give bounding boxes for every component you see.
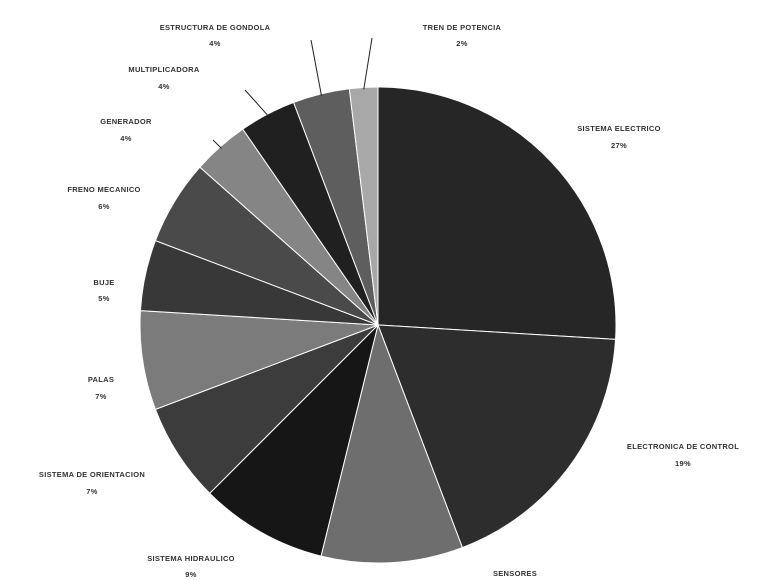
slice-label-freno-mecanico: FRENO MECANICO 6% bbox=[67, 185, 140, 211]
slice-label-sistema-hidraulico: SISTEMA HIDRAULICO 9% bbox=[147, 554, 235, 579]
slice-pct-text: 4% bbox=[209, 39, 220, 48]
slice-label-text: ESTRUCTURA DE GONDOLA bbox=[160, 23, 271, 32]
slice-pct-text: 7% bbox=[86, 487, 97, 496]
leader-lines bbox=[212, 37, 373, 149]
slice-label-estructura-de-gondola: ESTRUCTURA DE GONDOLA 4% bbox=[160, 23, 271, 48]
leader-line bbox=[363, 37, 373, 90]
pie-slice-sistema-electrico bbox=[377, 86, 617, 340]
leader-line bbox=[310, 39, 323, 96]
slice-pct-text: 19% bbox=[675, 459, 691, 468]
slice-label-sensores: SENSORES bbox=[493, 569, 537, 578]
slice-label-electronica-de-control: ELECTRONICA DE CONTROL 19% bbox=[627, 442, 739, 468]
slice-pct-text: 7% bbox=[95, 392, 106, 401]
slice-label-generador: GENERADOR 4% bbox=[100, 117, 152, 143]
slice-pct-text: 2% bbox=[456, 39, 467, 48]
slice-label-sistema-electrico: SISTEMA ELECTRICO 27% bbox=[577, 124, 661, 150]
slice-label-text: SISTEMA HIDRAULICO bbox=[147, 554, 235, 563]
slice-label-tren-de-potencia: TREN DE POTENCIA 2% bbox=[423, 23, 502, 48]
slice-label-buje: BUJE 5% bbox=[93, 278, 114, 303]
slice-label-text: PALAS bbox=[88, 375, 114, 384]
slice-label-text: TREN DE POTENCIA bbox=[423, 23, 502, 32]
slice-label-multiplicadora: MULTIPLICADORA 4% bbox=[128, 65, 199, 91]
slice-label-text: SISTEMA DE ORIENTACION bbox=[39, 470, 145, 479]
slice-label-palas: PALAS 7% bbox=[88, 375, 114, 401]
slice-pct-text: 9% bbox=[185, 570, 196, 579]
slice-label-sistema-de-orientacion: SISTEMA DE ORIENTACION 7% bbox=[39, 470, 145, 496]
slice-label-text: SISTEMA ELECTRICO bbox=[577, 124, 661, 133]
slice-label-text: MULTIPLICADORA bbox=[128, 65, 199, 74]
pie-slice-sensores bbox=[320, 323, 464, 564]
slice-pct-text: 5% bbox=[98, 294, 109, 303]
slice-label-text: ELECTRONICA DE CONTROL bbox=[627, 442, 739, 451]
slice-label-text: GENERADOR bbox=[100, 117, 152, 126]
pie-slices bbox=[139, 86, 617, 564]
leader-line bbox=[244, 89, 269, 117]
slice-label-text: SENSORES bbox=[493, 569, 537, 578]
pie-slice-electronica-de-control bbox=[377, 324, 617, 549]
slice-pct-text: 4% bbox=[158, 82, 169, 91]
leader-line bbox=[212, 139, 222, 149]
slice-label-text: FRENO MECANICO bbox=[67, 185, 140, 194]
slice-pct-text: 4% bbox=[120, 134, 131, 143]
slice-label-text: BUJE bbox=[93, 278, 114, 287]
pie-slice-sistema-hidraulico bbox=[209, 323, 379, 557]
slice-pct-text: 6% bbox=[98, 202, 109, 211]
slice-pct-text: 27% bbox=[611, 141, 627, 150]
